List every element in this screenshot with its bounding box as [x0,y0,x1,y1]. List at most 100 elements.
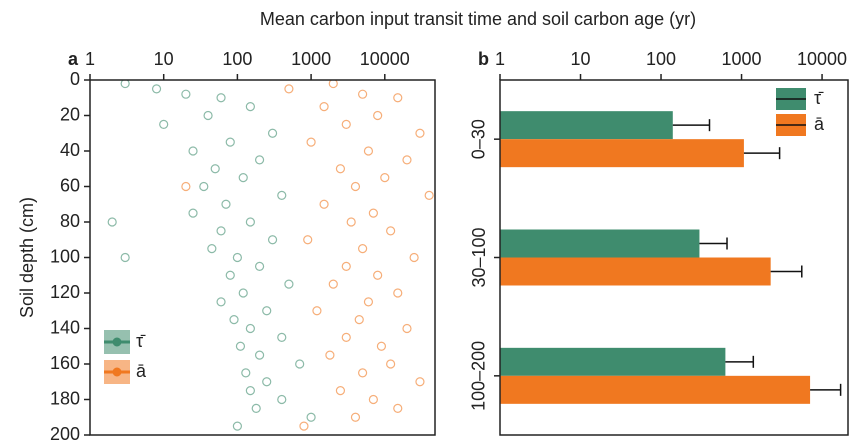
point [358,89,368,99]
bar [500,111,673,140]
point [216,226,226,236]
y-tick-label: 100–200 [469,341,489,411]
point [358,244,368,254]
point [368,208,378,218]
point [199,181,209,192]
point [328,80,338,89]
plot-frame [89,79,436,436]
point [328,279,338,289]
x-tick-label: 1000 [291,49,331,69]
point [251,403,261,413]
bar [500,257,771,286]
point [368,394,378,405]
point [341,119,351,129]
point [319,199,329,209]
y-tick-label: 30–100 [469,227,489,287]
point [120,80,130,89]
point [424,190,434,200]
point [358,368,368,378]
y-tick-label: 120 [50,282,80,302]
point [325,350,335,360]
point [402,323,412,334]
legend-marker [112,337,122,347]
point [225,270,235,280]
x-tick-label: 100 [222,49,252,69]
point [284,84,294,94]
point [151,84,162,94]
point [284,279,294,289]
point [376,341,387,351]
point [415,377,425,387]
bar [500,229,700,258]
point [415,128,425,138]
point [295,359,305,369]
point [346,217,356,227]
point [120,252,130,263]
point [267,128,278,138]
legend-label: ā [136,361,147,381]
legend-label: τ̄ [814,88,824,108]
point [238,173,248,183]
point [277,190,287,200]
point [229,315,239,325]
point [245,217,255,227]
points [107,80,434,431]
point [254,261,265,271]
point [363,297,374,307]
bar [500,139,744,168]
point [254,350,265,360]
x-tick-label: 100 [646,49,676,69]
bar [500,375,811,404]
point [107,217,117,227]
y-tick-label: 80 [60,211,80,231]
x-tick-label: 1 [495,49,505,69]
point [267,235,278,245]
point [312,306,322,316]
point [225,137,235,147]
point [262,377,272,387]
point [380,173,390,183]
x-tick-label: 1 [85,49,95,69]
point [277,332,287,342]
y-tick-label: 140 [50,317,80,337]
point [386,359,396,369]
point [306,137,316,147]
y-tick-label: 0–30 [469,119,489,159]
point [354,315,364,325]
point [373,110,383,121]
point [238,288,248,298]
point [241,368,251,378]
point [306,412,316,422]
point [303,235,313,245]
panel-label: b [478,49,489,69]
point [299,421,309,431]
point [409,252,419,263]
point [350,412,361,422]
point [181,89,191,99]
figure-title: Mean carbon input transit time and soil … [260,9,696,29]
point [245,102,255,112]
point [181,181,191,192]
y-tick-label: 180 [50,388,80,408]
y-tick-label: 200 [50,424,80,442]
plot-frame [499,79,849,436]
point [373,270,383,280]
point [232,252,242,263]
point [341,261,351,271]
y-tick-label: 100 [50,246,80,266]
y-tick-label: 20 [60,104,80,124]
legend-label: ā [814,114,825,134]
point [402,155,412,165]
panel-label: a [68,49,79,69]
point [210,164,220,174]
point [188,208,198,218]
point [393,288,403,298]
point [386,226,396,236]
legend-label: τ̄ [136,331,146,351]
point [319,102,329,112]
point [335,164,346,174]
y-tick-label: 160 [50,353,80,373]
y-tick-label: 40 [60,140,80,160]
point [393,403,403,413]
